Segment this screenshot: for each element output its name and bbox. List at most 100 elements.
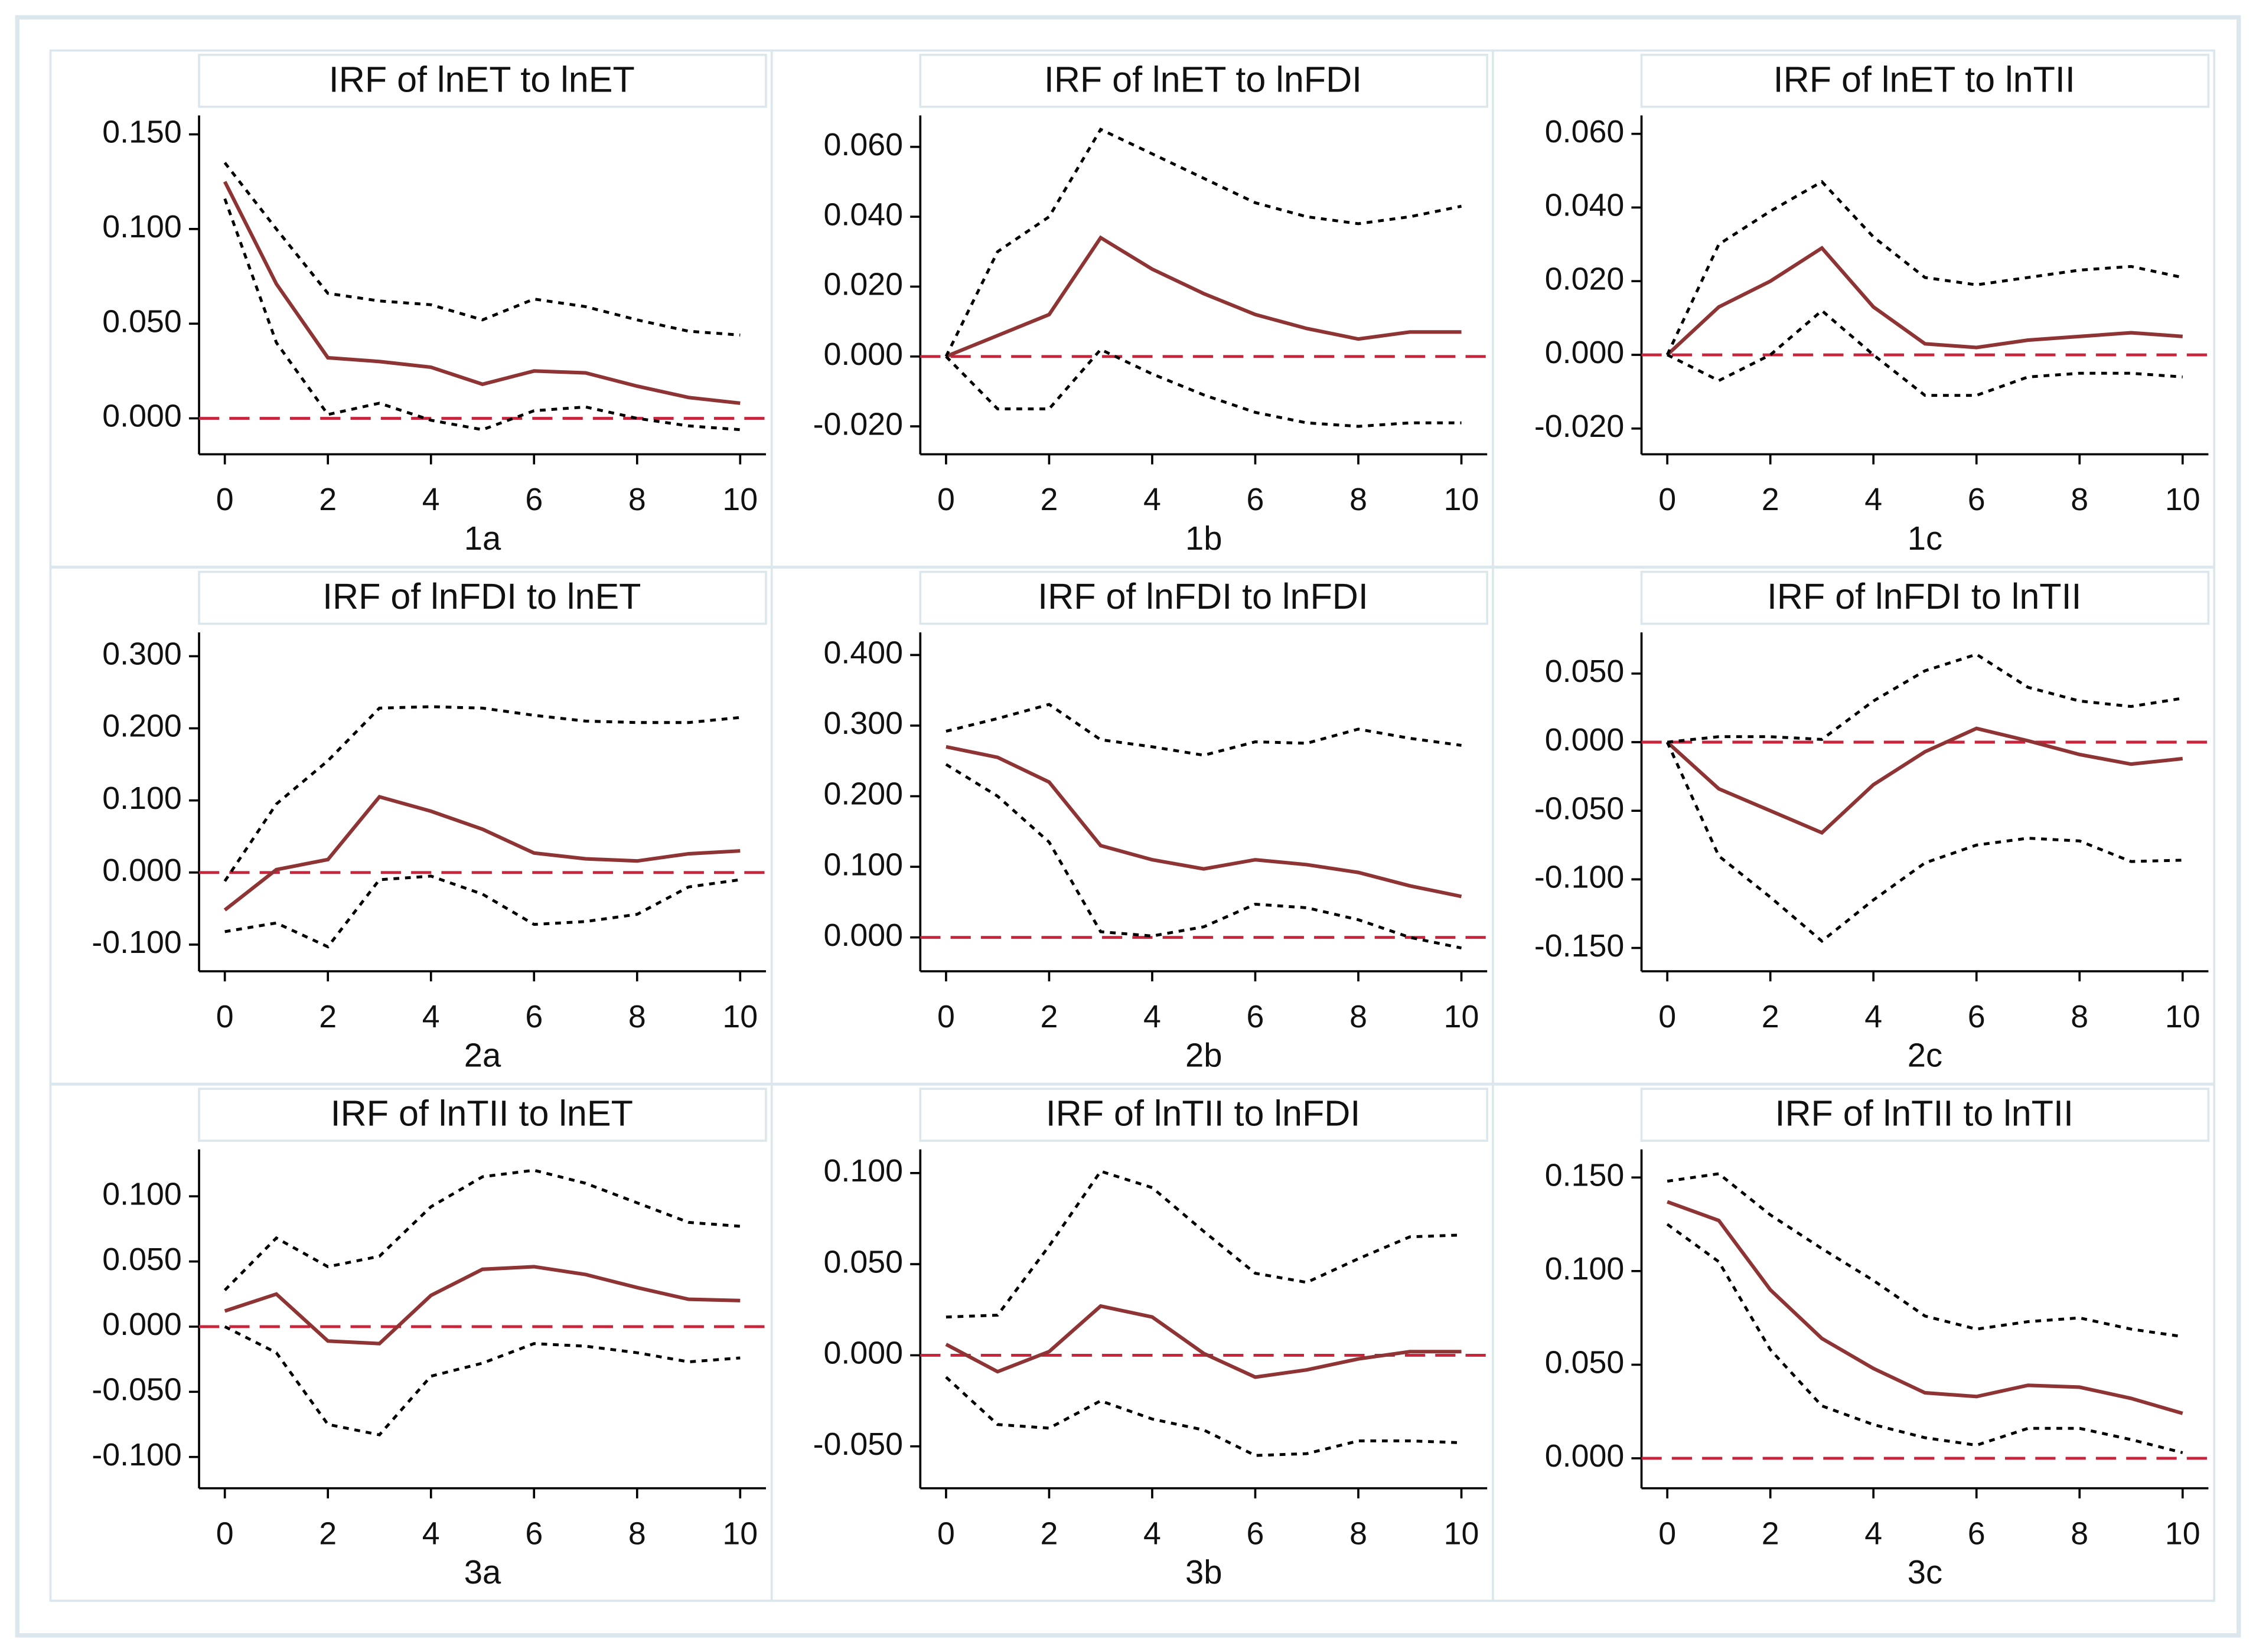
- panel-frame: [49, 49, 773, 568]
- panel: IRF of lnET to lnTII -0.020 0.000 0.020 0.04…: [1492, 49, 2216, 568]
- x-axis-label: 3a: [464, 1553, 501, 1591]
- ci-line: [945, 347, 1462, 428]
- panel: IRF of lnFDI to lnET -0.100 0.000 0.100 0.20…: [49, 566, 773, 1085]
- ci-line: [223, 1168, 741, 1291]
- ci-line: [1667, 652, 2183, 744]
- x-tick-label: 2: [1040, 999, 1058, 1034]
- x-tick-label: 0: [937, 482, 955, 517]
- x-tick-label: 0: [216, 999, 234, 1034]
- y-tick-label: 0.000: [1545, 335, 1624, 370]
- x-tick-label: 4: [422, 482, 440, 517]
- y-tick-label: 0.100: [102, 781, 181, 816]
- x-tick-label: 4: [1143, 999, 1161, 1034]
- y-tick-label: 0.050: [1545, 1345, 1624, 1380]
- panel-title: IRF of lnFDI to lnFDI: [1038, 576, 1368, 616]
- x-tick-label: 0: [1658, 1516, 1676, 1551]
- y-tick-label: -0.050: [813, 1426, 903, 1462]
- irf-line: [945, 1304, 1462, 1379]
- y-tick-label: 0.050: [102, 303, 181, 339]
- y-tick-label: 0.100: [102, 1176, 181, 1212]
- y-tick-label: 0.020: [1545, 261, 1624, 296]
- panel: IRF of lnTII to lnTII 0.000 0.050 0.100 0.15…: [1492, 1083, 2216, 1602]
- y-tick-label: 0.100: [1545, 1251, 1624, 1287]
- panel-title: IRF of lnET to lnTII: [1773, 59, 2075, 99]
- ci-line: [1667, 1172, 2183, 1338]
- x-tick-label: 8: [1349, 999, 1367, 1034]
- ci-line: [944, 127, 1462, 357]
- title-box: [1640, 570, 2210, 625]
- ci-line: [223, 162, 741, 337]
- x-tick-label: 2: [1762, 1516, 1779, 1551]
- y-tick-label: -0.150: [1534, 928, 1624, 964]
- ci-line: [1665, 179, 2183, 356]
- panel-frame: [49, 566, 773, 1085]
- y-tick-label: 0.200: [824, 776, 903, 812]
- irf-line: [1667, 1200, 2183, 1415]
- irf-line: [223, 181, 741, 405]
- x-tick-label: 2: [1762, 482, 1779, 517]
- panel-title: IRF of lnTII to lnTII: [1775, 1093, 2074, 1134]
- ci-line: [1666, 1223, 2183, 1454]
- y-tick-label: 0.000: [102, 853, 181, 888]
- panel-frame: [49, 1083, 773, 1602]
- irf-line: [223, 795, 741, 912]
- x-tick-label: 0: [937, 1516, 955, 1551]
- ci-line: [945, 763, 1462, 949]
- x-axis-label: 1a: [464, 520, 501, 557]
- x-tick-label: 2: [1762, 999, 1779, 1034]
- panel-title: IRF of lnET to lnFDI: [1044, 59, 1362, 99]
- irf-line: [945, 235, 1462, 358]
- x-axis-label: 3b: [1185, 1553, 1222, 1591]
- x-tick-label: 4: [1864, 482, 1882, 517]
- y-tick-label: -0.020: [1534, 409, 1624, 444]
- x-tick-label: 6: [1968, 1516, 1986, 1551]
- panel: IRF of lnTII to lnFDI -0.050 0.000 0.050 0.1…: [770, 1083, 1494, 1602]
- y-tick-label: 0.020: [824, 267, 903, 302]
- x-tick-label: 6: [1968, 999, 1986, 1034]
- x-tick-label: 2: [1040, 482, 1058, 517]
- y-tick-label: -0.050: [92, 1372, 181, 1408]
- y-tick-label: 0.040: [1545, 188, 1624, 223]
- x-tick-label: 4: [1143, 482, 1161, 517]
- x-tick-label: 10: [722, 1516, 758, 1551]
- x-tick-label: 2: [319, 999, 337, 1034]
- ci-line: [223, 705, 741, 882]
- x-tick-label: 8: [2071, 999, 2088, 1034]
- x-tick-label: 8: [1349, 482, 1367, 517]
- ci-line: [946, 1169, 1462, 1319]
- panel: IRF of lnET to lnFDI -0.020 0.000 0.020 0.04…: [770, 49, 1494, 568]
- panel-frame: [770, 1083, 1494, 1602]
- y-tick-label: -0.050: [1534, 791, 1624, 826]
- x-tick-label: 10: [1444, 1516, 1479, 1551]
- x-axis-label: 2c: [1908, 1036, 1942, 1073]
- panel-frame: [1492, 566, 2216, 1085]
- x-tick-label: 4: [422, 1516, 440, 1551]
- x-tick-label: 10: [1444, 999, 1479, 1034]
- y-tick-label: 0.040: [824, 197, 903, 232]
- panel-title: IRF of lnFDI to lnTII: [1767, 576, 2082, 616]
- x-tick-label: 8: [2071, 1516, 2088, 1551]
- x-tick-label: 0: [1658, 999, 1676, 1034]
- panel-frame: [770, 49, 1494, 568]
- x-tick-label: 0: [1658, 482, 1676, 517]
- x-axis-label: 3c: [1908, 1553, 1942, 1591]
- y-tick-label: 0.000: [102, 1307, 181, 1342]
- x-tick-label: 4: [1143, 1516, 1161, 1551]
- x-tick-label: 4: [422, 999, 440, 1034]
- y-tick-label: -0.100: [92, 1437, 181, 1473]
- y-tick-label: 0.300: [102, 636, 181, 672]
- ci-line: [224, 1325, 741, 1436]
- y-tick-label: 0.150: [102, 115, 181, 150]
- x-tick-label: 6: [525, 1516, 543, 1551]
- x-tick-label: 8: [628, 482, 646, 517]
- y-tick-label: 0.400: [824, 635, 903, 671]
- irf-line: [946, 745, 1462, 899]
- x-axis-label: 1b: [1185, 520, 1222, 557]
- x-tick-label: 4: [1864, 1516, 1882, 1551]
- y-tick-label: 0.050: [824, 1244, 903, 1279]
- y-tick-label: 0.100: [102, 209, 181, 244]
- x-tick-label: 2: [319, 1516, 337, 1551]
- irf-line: [224, 1265, 741, 1346]
- y-tick-label: 0.060: [1545, 114, 1624, 149]
